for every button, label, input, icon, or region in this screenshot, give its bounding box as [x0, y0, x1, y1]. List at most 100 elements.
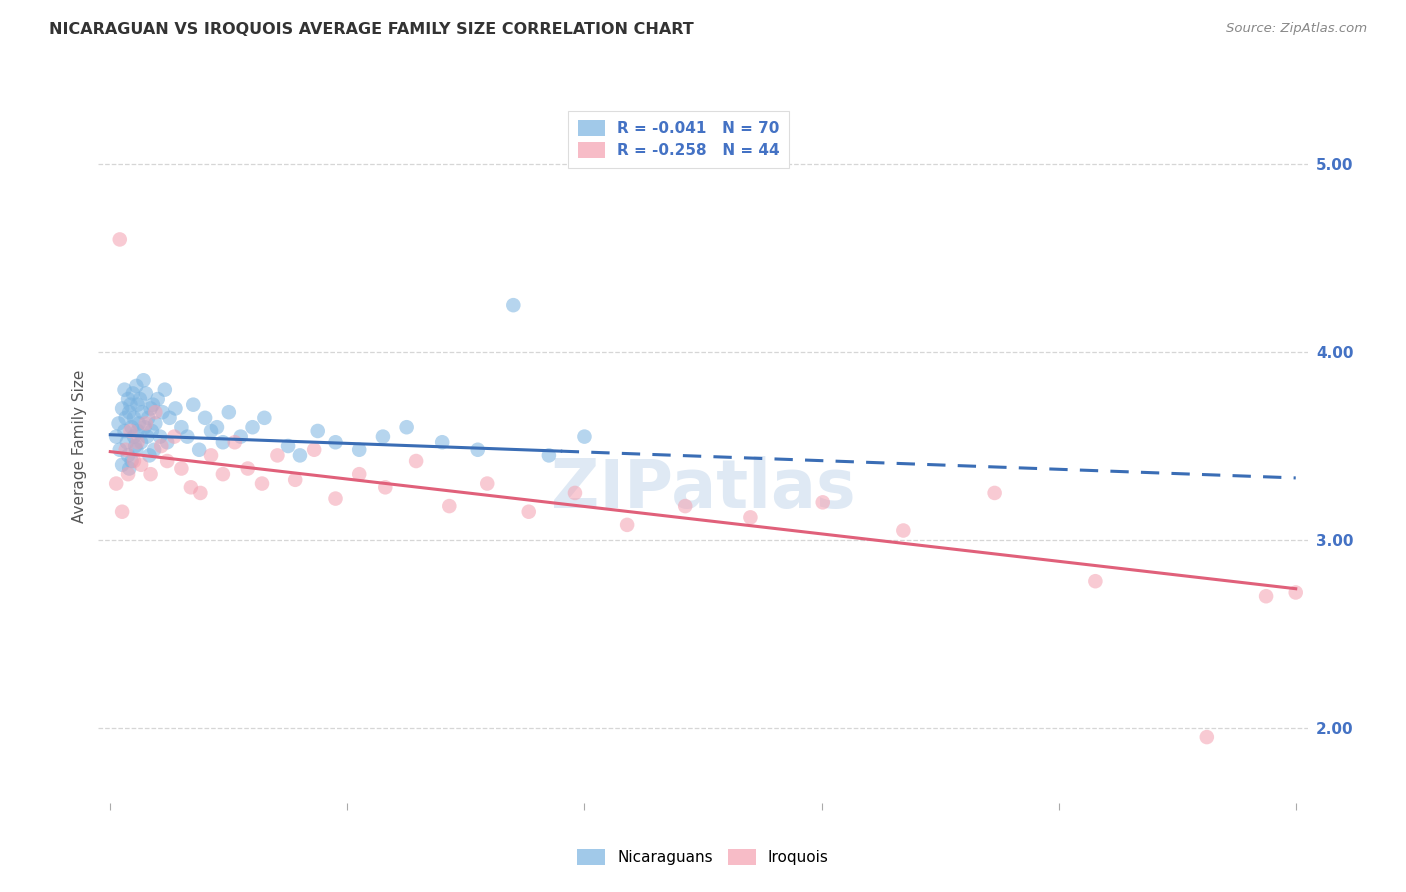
Point [188, 442, 211, 457]
Point [277, 439, 299, 453]
Point [302, 442, 325, 457]
Point [129, 435, 152, 450]
Y-axis label: Average Family Size: Average Family Size [72, 369, 87, 523]
Point [121, 386, 143, 401]
Legend: R = -0.041   N = 70, R = -0.258   N = 44: R = -0.041 N = 70, R = -0.258 N = 44 [568, 112, 789, 168]
Point [218, 405, 240, 419]
Point [149, 429, 172, 443]
Point [439, 499, 461, 513]
Point [129, 392, 152, 406]
Point [374, 480, 396, 494]
Point [108, 232, 131, 246]
Point [135, 386, 157, 401]
Point [122, 429, 145, 443]
Point [194, 410, 217, 425]
Point [477, 476, 499, 491]
Text: ZIPatlas: ZIPatlas [551, 456, 855, 522]
Point [1254, 589, 1277, 603]
Point [1084, 574, 1107, 589]
Point [325, 435, 347, 450]
Point [517, 505, 540, 519]
Point [118, 461, 141, 475]
Point [122, 454, 145, 468]
Point [405, 454, 427, 468]
Point [117, 467, 139, 482]
Point [200, 449, 222, 463]
Point [111, 401, 134, 416]
Point [156, 435, 179, 450]
Point [107, 417, 129, 431]
Point [115, 435, 138, 450]
Point [537, 449, 560, 463]
Point [224, 435, 246, 450]
Point [139, 467, 162, 482]
Point [121, 420, 143, 434]
Point [125, 379, 148, 393]
Point [181, 398, 204, 412]
Point [574, 429, 596, 443]
Point [114, 442, 136, 457]
Point [108, 442, 131, 457]
Text: Source: ZipAtlas.com: Source: ZipAtlas.com [1226, 22, 1367, 36]
Point [120, 424, 142, 438]
Point [121, 454, 143, 468]
Point [114, 424, 136, 438]
Point [200, 424, 222, 438]
Point [740, 510, 762, 524]
Point [156, 454, 179, 468]
Point [180, 480, 202, 494]
Point [131, 405, 153, 419]
Point [153, 383, 176, 397]
Point [170, 420, 193, 434]
Point [467, 442, 489, 457]
Point [891, 524, 914, 538]
Point [143, 405, 166, 419]
Point [135, 417, 157, 431]
Point [616, 517, 638, 532]
Point [132, 373, 155, 387]
Point [127, 424, 149, 438]
Point [129, 458, 152, 472]
Point [564, 486, 586, 500]
Point [114, 410, 136, 425]
Point [502, 298, 524, 312]
Point [122, 410, 145, 425]
Point [250, 476, 273, 491]
Text: NICARAGUAN VS IROQUOIS AVERAGE FAMILY SIZE CORRELATION CHART: NICARAGUAN VS IROQUOIS AVERAGE FAMILY SI… [49, 22, 695, 37]
Point [146, 392, 169, 406]
Point [325, 491, 347, 506]
Point [127, 398, 149, 412]
Point [1195, 730, 1218, 744]
Point [142, 398, 165, 412]
Point [170, 461, 193, 475]
Point [205, 420, 228, 434]
Point [117, 449, 139, 463]
Point [105, 429, 128, 443]
Point [143, 417, 166, 431]
Point [284, 473, 307, 487]
Point [139, 401, 162, 416]
Point [176, 429, 198, 443]
Point [242, 420, 264, 434]
Point [111, 458, 134, 472]
Point [120, 398, 142, 412]
Point [127, 435, 149, 450]
Point [253, 410, 276, 425]
Point [212, 467, 235, 482]
Point [128, 417, 150, 431]
Point [134, 420, 156, 434]
Point [111, 505, 134, 519]
Point [983, 486, 1005, 500]
Point [138, 449, 160, 463]
Point [395, 420, 418, 434]
Point [125, 442, 148, 457]
Point [190, 486, 212, 500]
Point [212, 435, 235, 450]
Point [150, 439, 173, 453]
Point [347, 442, 370, 457]
Point [136, 410, 159, 425]
Point [347, 467, 370, 482]
Point [159, 410, 181, 425]
Point [673, 499, 696, 513]
Point [118, 405, 141, 419]
